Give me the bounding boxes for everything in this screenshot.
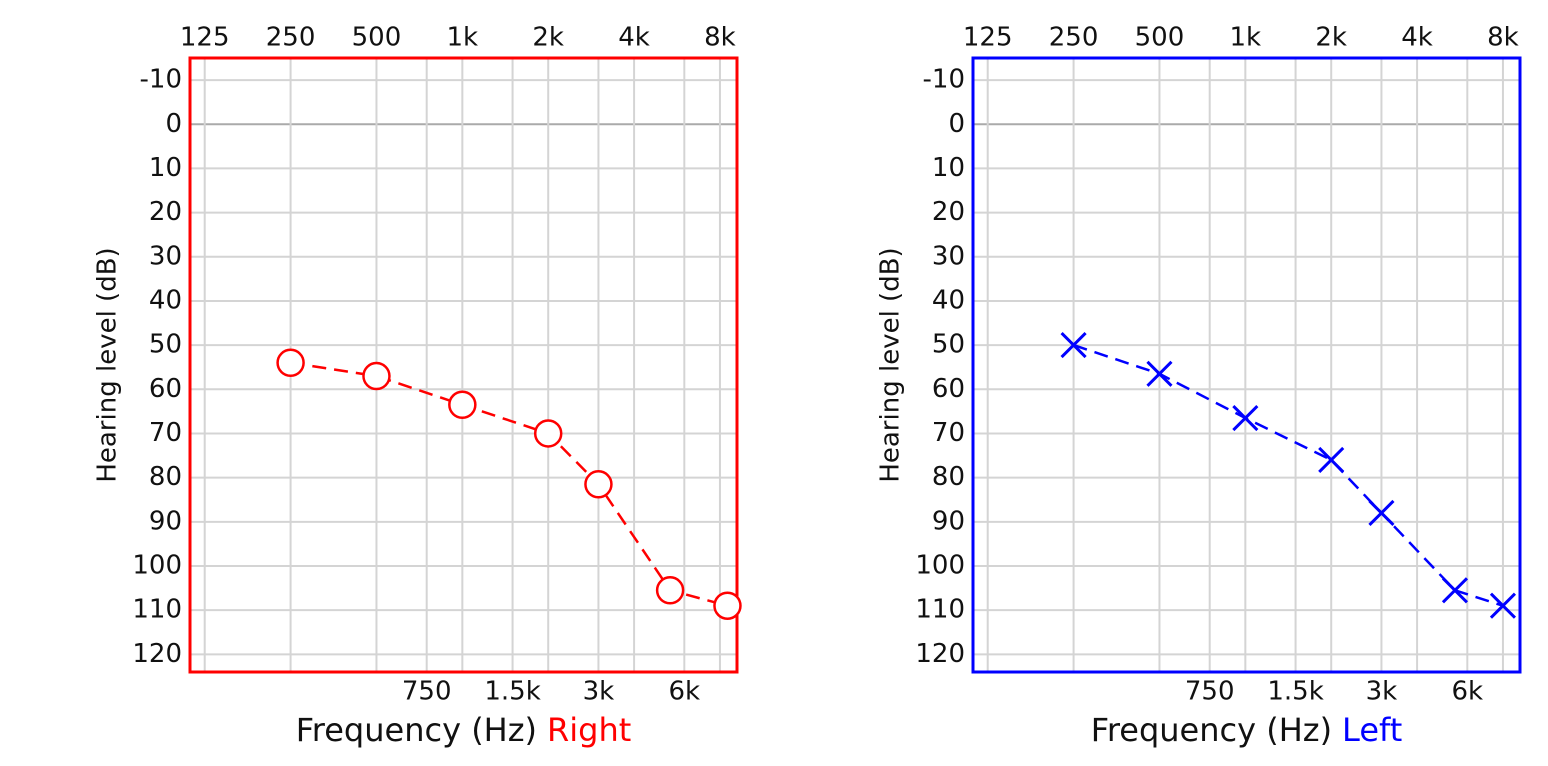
marker [1232, 404, 1259, 432]
x-tick-label: 1.5k [1267, 677, 1323, 707]
x-tick-label: 250 [1049, 23, 1099, 53]
y-tick-label: 80 [932, 462, 965, 492]
marker [655, 576, 685, 605]
marker [362, 361, 391, 391]
x-tick-label: 500 [352, 23, 402, 53]
y-tick-label: 110 [915, 595, 965, 625]
plot-frame [188, 56, 739, 674]
x-axis-title: Frequency (Hz) [296, 711, 537, 749]
x-tick-label: 4k [618, 23, 650, 53]
ear-label: Right [547, 711, 631, 749]
x-tick-label: 6k [669, 677, 701, 707]
marker [1368, 499, 1395, 527]
y-tick-label: 100 [915, 550, 965, 580]
y-tick-label: 70 [932, 418, 965, 448]
ear-label: Left [1342, 711, 1402, 749]
y-tick-label: 60 [932, 374, 965, 404]
marker [448, 390, 477, 420]
y-axis-label: Hearing level (dB) [876, 247, 906, 482]
marker [533, 419, 563, 448]
marker [1146, 360, 1173, 387]
plot-frame [971, 56, 1522, 674]
x-tick-label: 750 [402, 677, 452, 707]
y-tick-label: -10 [140, 65, 182, 95]
y-tick-label: 70 [149, 418, 182, 448]
y-tick-label: 10 [932, 153, 965, 183]
x-axis-label: Frequency (Hz) Left [1091, 711, 1403, 749]
y-tick-label: 80 [149, 462, 182, 492]
audiogram: -10 0 10 20 30 40 50 60 70 80 90 100 110 120 125 250 500… [876, 23, 1522, 749]
x-tick-label: 6k [1452, 677, 1484, 707]
x-tick-label: 125 [180, 23, 230, 53]
y-tick-label: 40 [149, 285, 182, 315]
y-tick-label: 20 [149, 197, 182, 227]
marker [276, 348, 305, 378]
x-tick-label: 125 [963, 23, 1013, 53]
hearing-line [290, 361, 728, 607]
y-tick-label: 120 [915, 639, 965, 669]
marker [713, 591, 742, 620]
x-tick-label: 3k [1366, 677, 1398, 707]
marker [1060, 332, 1087, 359]
y-tick-label: 20 [932, 197, 965, 227]
y-tick-label: -10 [923, 65, 965, 95]
y-tick-label: 0 [948, 109, 965, 139]
y-tick-label: 100 [132, 550, 182, 580]
x-tick-label: 2k [532, 23, 564, 53]
x-tick-label: 1.5k [484, 677, 540, 707]
marker [1441, 577, 1469, 604]
x-tick-label: 8k [1487, 23, 1519, 53]
y-tick-label: 30 [932, 241, 965, 271]
y-tick-label: 0 [165, 109, 182, 139]
x-axis-label: Frequency (Hz) Right [296, 711, 632, 749]
x-tick-label: 500 [1135, 23, 1185, 53]
y-axis-label: Hearing level (dB) [93, 247, 123, 482]
x-tick-label: 4k [1401, 23, 1433, 53]
marker [584, 470, 613, 499]
y-tick-label: 60 [149, 374, 182, 404]
y-tick-label: 30 [149, 241, 182, 271]
x-tick-label: 1k [1230, 23, 1262, 53]
x-tick-label: 2k [1315, 23, 1347, 53]
marker [1318, 446, 1345, 474]
x-axis-title: Frequency (Hz) [1091, 711, 1332, 749]
y-tick-label: 40 [932, 285, 965, 315]
audiogram: -10 0 10 20 30 40 50 60 70 80 90 100 110 120 125 250 500… [93, 23, 742, 749]
y-tick-label: 90 [149, 506, 182, 536]
marker [1489, 592, 1517, 619]
y-tick-label: 50 [932, 330, 965, 360]
x-tick-label: 1k [447, 23, 479, 53]
y-tick-label: 120 [132, 639, 182, 669]
y-tick-label: 50 [149, 330, 182, 360]
y-tick-label: 110 [132, 595, 182, 625]
x-tick-label: 750 [1185, 677, 1235, 707]
x-tick-label: 3k [583, 677, 615, 707]
y-tick-label: 10 [149, 153, 182, 183]
y-tick-label: 90 [932, 506, 965, 536]
x-tick-label: 250 [266, 23, 316, 53]
x-tick-label: 8k [704, 23, 736, 53]
